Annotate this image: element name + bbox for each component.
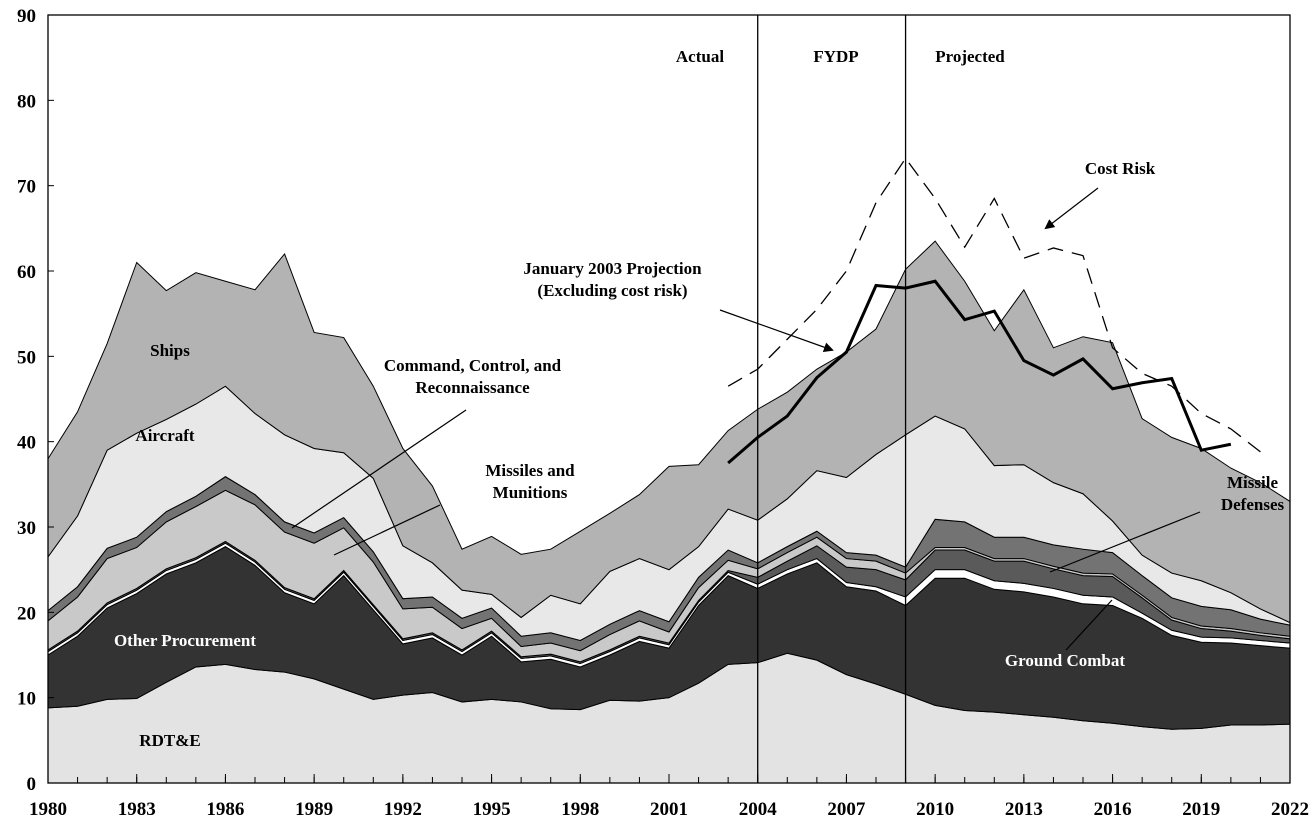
pointers	[291, 187, 1201, 651]
pointer	[333, 504, 441, 556]
series-label: Command, Control, and Reconnaissance	[383, 356, 562, 397]
y-tick-label: 40	[17, 433, 36, 454]
series-label: Other Procurement	[113, 631, 257, 650]
x-tick-label: 1983	[118, 799, 156, 820]
x-tick-label: 2007	[827, 799, 866, 820]
x-tick-label: 1992	[384, 799, 422, 820]
x-tick-label: 1980	[29, 799, 67, 820]
x-tick-label: 1986	[206, 799, 244, 820]
y-tick-label: 30	[17, 518, 36, 539]
y-tick-label: 0	[27, 774, 37, 795]
pointer	[291, 409, 467, 529]
series-label: Missile Defenses	[1220, 473, 1285, 514]
pointer	[1049, 511, 1201, 573]
pointer	[1065, 599, 1113, 651]
period-label: FYDP	[813, 47, 859, 66]
x-tick-label: 1989	[295, 799, 333, 820]
period-label: Projected	[935, 47, 1005, 66]
x-tick-label: 2016	[1094, 799, 1132, 820]
y-tick-label: 90	[17, 6, 36, 27]
y-tick-label: 80	[17, 91, 36, 112]
x-tick-label: 2022	[1271, 799, 1309, 820]
x-tick-label: 1995	[473, 799, 511, 820]
series-label: Missiles and Munitions	[485, 461, 575, 502]
period-label: Actual	[675, 47, 725, 66]
line-series	[727, 157, 1261, 453]
line-series	[727, 279, 1232, 465]
series-label: Aircraft	[135, 426, 195, 445]
x-tick-label: 2019	[1182, 799, 1220, 820]
y-tick-label: 70	[17, 177, 36, 198]
y-tick-label: 50	[17, 347, 36, 368]
series-label: RDT&E	[139, 731, 201, 750]
series-label: Ships	[150, 341, 190, 360]
x-tick-label: 2001	[650, 799, 688, 820]
line-label: January 2003 Projection (Excluding cost …	[523, 259, 702, 300]
series-label: Ground Combat	[1004, 651, 1126, 670]
pointer	[719, 309, 834, 353]
x-tick-label: 2004	[739, 799, 778, 820]
line-label: Cost Risk	[1084, 159, 1156, 178]
x-tick-label: 2010	[916, 799, 954, 820]
y-tick-label: 10	[17, 689, 36, 710]
y-tick-label: 20	[17, 603, 36, 624]
x-tick-label: 2013	[1005, 799, 1043, 820]
y-tick-label: 60	[17, 262, 36, 283]
pointer	[1044, 187, 1099, 230]
x-tick-label: 1998	[561, 799, 599, 820]
